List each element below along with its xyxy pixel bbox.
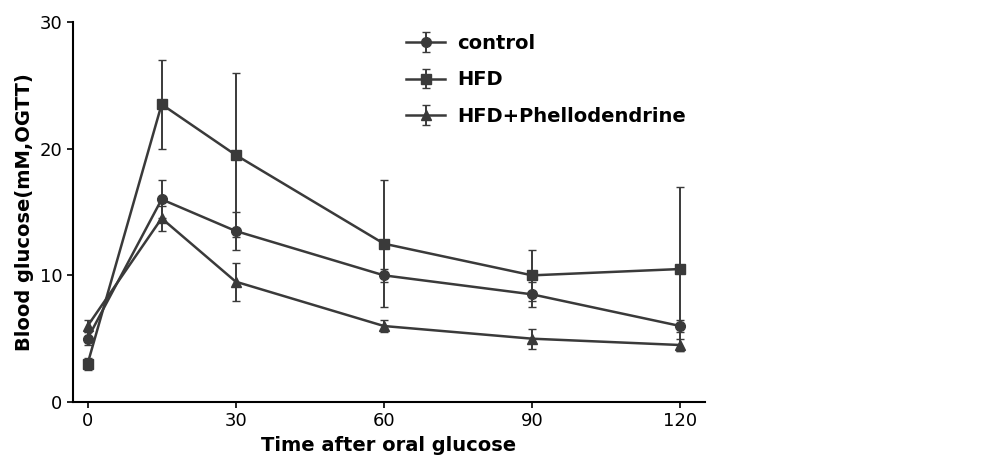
Y-axis label: Blood glucose(mM,OGTT): Blood glucose(mM,OGTT) (15, 73, 34, 351)
Legend: control, HFD, HFD+Phellodendrine: control, HFD, HFD+Phellodendrine (397, 24, 695, 135)
X-axis label: Time after oral glucose: Time after oral glucose (261, 436, 516, 455)
